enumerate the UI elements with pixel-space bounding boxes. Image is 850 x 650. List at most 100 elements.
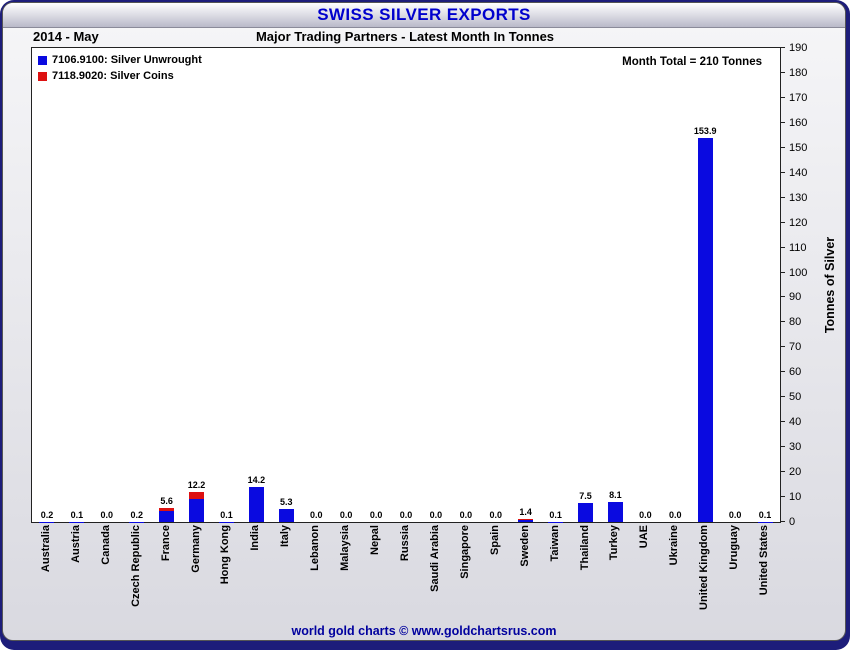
chart-frame: SWISS SILVER EXPORTS 2014 - May Major Tr…	[2, 2, 846, 641]
y-axis-tick	[780, 296, 785, 298]
x-axis-label: Turkey	[608, 525, 621, 561]
y-axis-tick-label: 0	[789, 516, 796, 528]
y-axis-tick-label: 90	[789, 291, 802, 304]
bar-unwrought	[607, 501, 623, 522]
bar-unwrought	[518, 520, 534, 522]
bar-unwrought	[189, 498, 205, 522]
legend: 7106.9100: Silver Unwrought 7118.9020: S…	[38, 52, 202, 84]
y-axis-tick	[780, 196, 785, 198]
bar-value-label: 5.3	[280, 496, 293, 507]
bar-value-label: 0.1	[220, 509, 233, 520]
y-axis-tick-label: 10	[789, 491, 802, 504]
bar-value-label: 0.0	[639, 510, 652, 520]
bar-value-label: 0.0	[429, 510, 443, 520]
chart-title-bar: SWISS SILVER EXPORTS	[3, 3, 845, 28]
x-axis-label: Ukraine	[668, 525, 681, 566]
y-axis-tick-label: 190	[789, 42, 808, 54]
y-axis-tick-label: 20	[789, 466, 802, 479]
y-axis-title-text: Tonnes of Silver	[823, 236, 837, 333]
chart-subheader: 2014 - May Major Trading Partners - Late…	[3, 28, 845, 47]
x-axis-label: UAE	[638, 525, 651, 549]
bar-value-label: 153.9	[693, 126, 717, 137]
y-axis-tick-label: 150	[789, 141, 808, 154]
legend-label-coins: 7118.9020: Silver Coins	[52, 70, 174, 82]
bars-layer: 0.2 0.1 0.0 0.2 5.6 12.2 0.1 14.2 5.3 0.0 0.0 0.0 0.…	[32, 48, 780, 522]
x-axis-label: France	[159, 525, 172, 562]
y-axis-tick	[780, 446, 785, 448]
bar-value-label: 12.2	[187, 479, 206, 490]
y-axis-tick	[780, 47, 785, 48]
x-axis-label: Thailand	[578, 525, 591, 571]
x-axis-label: Australia	[39, 525, 52, 573]
y-axis-tick	[780, 246, 785, 248]
x-axis-label: Sweden	[518, 525, 531, 567]
y-axis-tick	[780, 221, 785, 223]
bar-unwrought	[697, 138, 713, 522]
y-axis-tick	[780, 96, 785, 98]
y-axis-tick	[780, 371, 785, 373]
bar-value-label: 8.1	[609, 489, 622, 500]
y-axis-tick-label: 160	[789, 116, 808, 129]
y-axis-tick-label: 50	[789, 391, 802, 404]
bar-value-label: 0.0	[459, 510, 473, 520]
bar-value-label: 0.0	[489, 510, 502, 520]
legend-item-unwrought: 7106.9100: Silver Unwrought	[38, 52, 202, 68]
x-axis-label: Taiwan	[548, 525, 561, 562]
bar-unwrought	[278, 508, 294, 522]
bar-value-label: 0.1	[758, 509, 772, 520]
y-axis-tick	[780, 271, 785, 273]
y-axis-tick-label: 70	[789, 341, 802, 354]
bar-value-label: 14.2	[247, 474, 266, 485]
x-axis-label: United Kingdom	[698, 525, 711, 610]
y-axis-tick	[780, 471, 785, 473]
legend-swatch-coins-icon	[38, 71, 47, 81]
legend-item-coins: 7118.9020: Silver Coins	[38, 68, 202, 84]
y-axis-tick-label: 40	[789, 416, 802, 429]
x-axis-label: Uruguay	[728, 525, 741, 570]
x-axis-label: Czech Republic	[129, 525, 142, 607]
bar-value-label: 0.0	[399, 510, 413, 520]
bar-coins	[189, 491, 205, 499]
y-axis-tick	[780, 421, 785, 423]
footer-credit: world gold charts © www.goldchartsrus.co…	[291, 624, 557, 638]
bar-unwrought	[248, 486, 264, 522]
bar-unwrought	[578, 503, 594, 522]
bar-value-label: 0.0	[309, 510, 323, 520]
page-title: SWISS SILVER EXPORTS	[317, 5, 531, 24]
y-axis-tick-label: 30	[789, 441, 802, 454]
y-axis-tick-label: 120	[789, 216, 808, 229]
x-axis-label: Saudi Arabia	[428, 525, 441, 592]
y-axis-title: Tonnes of Silver	[821, 47, 839, 522]
x-axis-label: Singapore	[458, 525, 471, 579]
bar-value-label: 0.0	[669, 510, 682, 520]
y-axis: 0 10 20 30 40 50 60 70 80 90 100 110 120 130 140 150 160…	[780, 42, 825, 528]
y-axis-tick	[780, 146, 785, 148]
bar-value-label: 0.0	[100, 510, 114, 520]
x-axis-label: Italy	[279, 525, 292, 548]
y-axis-tick-label: 140	[789, 166, 808, 179]
x-axis-label: Russia	[399, 525, 411, 562]
bar-unwrought	[159, 511, 175, 522]
bar-value-label: 0.0	[728, 510, 742, 520]
bar-value-label: 0.2	[40, 509, 54, 520]
y-axis-tick	[780, 396, 785, 398]
x-axis-labels: Australia Austria Canada Czech Republic Fran…	[31, 525, 779, 627]
bar-value-label: 0.1	[549, 509, 562, 520]
y-axis-tick	[780, 121, 785, 123]
y-axis-tick-label: 130	[789, 191, 808, 204]
bar-value-label: 1.4	[519, 506, 532, 517]
y-axis-tick	[780, 346, 785, 348]
month-total-label: Month Total = 210 Tonnes	[622, 56, 762, 68]
y-axis-tick	[780, 321, 785, 323]
y-axis-tick-label: 100	[789, 266, 808, 279]
chart-subtitle: Major Trading Partners - Latest Month In…	[255, 29, 555, 44]
plot-area: 7106.9100: Silver Unwrought 7118.9020: S…	[31, 47, 781, 523]
bar-unwrought	[39, 521, 55, 522]
bar-coins	[159, 508, 175, 512]
bar-coins	[518, 518, 534, 521]
x-axis-label: Malaysia	[339, 525, 352, 571]
bar-value-label: 0.2	[130, 509, 143, 520]
bar-value-label: 0.1	[70, 509, 84, 520]
bar-unwrought	[129, 521, 145, 522]
